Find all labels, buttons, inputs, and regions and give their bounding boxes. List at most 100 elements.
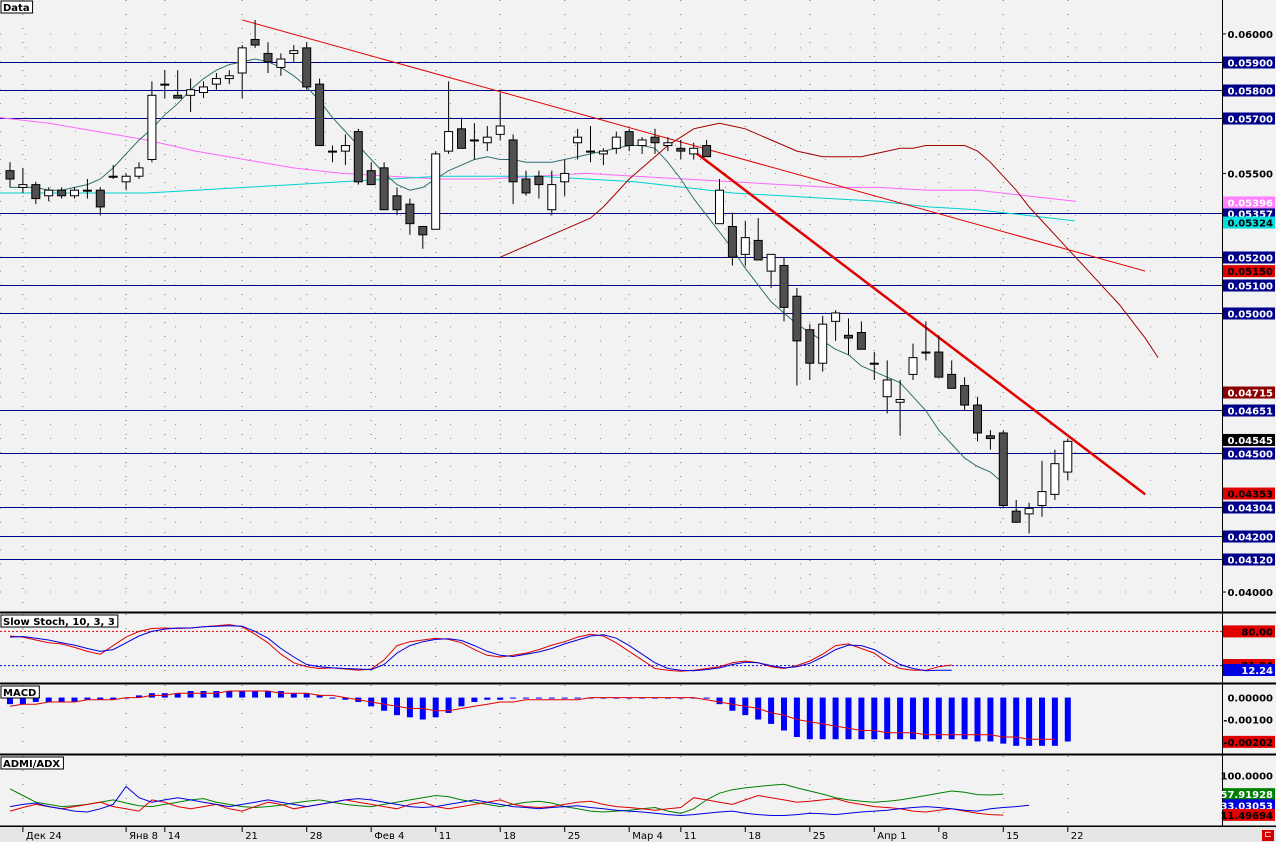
date-axis-bg: [0, 827, 1276, 842]
panel-title-box-1: [0, 614, 119, 628]
candle-body-5: [70, 189, 79, 197]
stoch-level-tag-0: [1223, 625, 1275, 638]
candle-body-80: [1037, 491, 1047, 507]
macd-bar-70: [910, 697, 916, 740]
candle-body-3: [44, 189, 54, 197]
macd-bar-36: [471, 697, 478, 702]
date-label-6: 11: [439, 831, 452, 842]
close-button[interactable]: ⊏: [1262, 830, 1274, 841]
macd-bar-78: [1013, 697, 1020, 746]
candle-body-31: [405, 203, 415, 225]
macd-bar-1: [19, 697, 26, 705]
macd-bar-43: [561, 697, 568, 699]
candle-body-40: [521, 178, 531, 194]
candle-body-28: [366, 170, 376, 186]
candle-body-12: [160, 83, 170, 86]
macd-bar-23: [303, 693, 310, 698]
macd-bar-17: [226, 691, 233, 698]
candle-body-10: [134, 167, 144, 177]
horizontal-levels[interactable]: 0.05900 0.05800 0.05700 0.05357 0.05200 0.051…: [0, 56, 1275, 567]
candle-body-21: [276, 58, 286, 68]
panel-title-0: Data: [3, 3, 30, 14]
candle-body-32: [418, 225, 428, 236]
macd-bar-0: [7, 697, 13, 705]
macd-bar-80: [1039, 697, 1045, 746]
candle-body-65: [844, 334, 853, 339]
candle-body-0: [5, 170, 15, 180]
level-tag-6: [1223, 307, 1275, 320]
candle-body-50: [650, 136, 660, 144]
macd-bar-73: [948, 697, 955, 740]
macd-bar-60: [781, 697, 787, 731]
candle-body-69: [895, 398, 905, 403]
candle-body-82: [1063, 440, 1073, 473]
price-marker-4: [1223, 433, 1275, 446]
macd-bar-26: [342, 697, 349, 700]
candle-body-47: [611, 136, 621, 149]
macd-bar-16: [213, 691, 220, 698]
trendline-1: [692, 150, 1146, 496]
macd-bar-22: [290, 693, 297, 698]
date-label-12: 25: [813, 831, 826, 842]
macd-bar-35: [458, 697, 465, 707]
candle-body-25: [328, 150, 337, 153]
price-marker-1: [1223, 216, 1275, 229]
candle-body-6: [82, 189, 92, 192]
macd-bar-8: [110, 697, 117, 700]
candle-body-44: [573, 136, 583, 144]
level-label-8: 0.04500: [1227, 450, 1273, 461]
macd-bar-67: [871, 697, 878, 740]
date-label-9: Мар 4: [632, 831, 663, 842]
macd-bar-72: [935, 697, 942, 740]
candle-body-63: [818, 323, 828, 364]
candle-body-68: [882, 379, 892, 398]
price-axis: 0.06000 0.05500 0.04000 0.05396 0.05324 0.051…: [1222, 30, 1275, 599]
panel-2-bg: [0, 685, 1222, 754]
candle-body-8: [108, 175, 118, 178]
adx-marker-label-0: 57.91928: [1220, 790, 1273, 801]
macd-bar-82: [1064, 697, 1071, 742]
candle-body-74: [960, 385, 970, 406]
candle-body-53: [689, 147, 699, 155]
candle-body-38: [495, 125, 505, 135]
macd-marker-label-0: -0.00202: [1223, 738, 1273, 749]
candle-body-67: [869, 362, 879, 365]
macd-bar-31: [406, 697, 413, 718]
date-axis: Дек 24 Янв 8 14 21 28 Фев 4 11 18 25 Мар 4 11 18 25 А…: [22, 827, 1084, 842]
macd-bar-66: [858, 697, 865, 740]
candle-body-35: [457, 128, 466, 149]
panel-title-3: ADMI/ADX: [3, 759, 60, 770]
macd-bar-15: [200, 691, 207, 698]
candle-body-45: [586, 150, 595, 153]
candle-body-29: [379, 167, 389, 211]
candle-body-42: [547, 184, 557, 211]
level-label-4: 0.05200: [1227, 254, 1273, 265]
macd-tick-label-0: 0.00000: [1227, 694, 1273, 705]
candles: [5, 19, 1073, 534]
panel-title-1: Slow Stoch, 10, 3, 3: [3, 617, 115, 628]
candle-body-43: [560, 172, 570, 183]
candle-body-4: [57, 189, 67, 197]
candle-body-60: [779, 265, 789, 308]
panel-title-box-2: [0, 685, 40, 699]
candle-body-51: [663, 142, 673, 147]
adx-marker-2: [1223, 808, 1275, 821]
candle-body-30: [392, 195, 402, 211]
adx-marker-label-1: 33.03053: [1220, 801, 1273, 812]
candle-body-7: [95, 189, 105, 208]
date-label-13: Апр 1: [877, 831, 906, 842]
date-label-11: 18: [748, 831, 761, 842]
macd-bar-71: [922, 697, 929, 740]
candle-body-56: [727, 225, 737, 258]
level-label-0: 0.05900: [1227, 59, 1273, 70]
macd-bar-42: [548, 697, 555, 699]
date-label-16: 22: [1071, 831, 1084, 842]
level-label-2: 0.05700: [1227, 115, 1273, 126]
candle-body-13: [173, 94, 183, 99]
price-marker-label-4: 0.04545: [1227, 436, 1273, 447]
stoch-line-1: [9, 625, 952, 672]
candle-body-75: [973, 404, 982, 434]
